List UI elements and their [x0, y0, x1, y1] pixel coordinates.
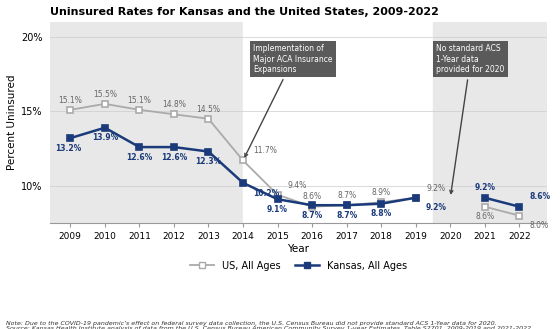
Text: 15.1%: 15.1% — [128, 96, 151, 105]
Text: 14.8%: 14.8% — [162, 100, 186, 109]
Text: 12.3%: 12.3% — [195, 157, 222, 166]
Text: Uninsured Rates for Kansas and the United States, 2009-2022: Uninsured Rates for Kansas and the Unite… — [49, 7, 438, 17]
Text: 9.2%: 9.2% — [474, 183, 495, 192]
Text: Implementation of
Major ACA Insurance
Expansions: Implementation of Major ACA Insurance Ex… — [245, 44, 333, 157]
Text: 8.0%: 8.0% — [530, 221, 549, 230]
Text: 9.4%: 9.4% — [288, 181, 307, 190]
Bar — [49, 22, 243, 223]
Text: 13.9%: 13.9% — [92, 133, 118, 142]
Text: 14.5%: 14.5% — [197, 105, 221, 114]
Text: 8.6%: 8.6% — [475, 212, 494, 221]
Text: 9.2%: 9.2% — [426, 184, 445, 192]
Y-axis label: Percent Uninsured: Percent Uninsured — [7, 75, 17, 170]
Text: 8.7%: 8.7% — [336, 211, 357, 220]
Legend: US, All Ages, Kansas, All Ages: US, All Ages, Kansas, All Ages — [185, 257, 411, 275]
Text: 8.8%: 8.8% — [371, 209, 392, 218]
Text: 8.9%: 8.9% — [372, 188, 391, 197]
Text: 12.6%: 12.6% — [126, 153, 152, 162]
Bar — [433, 22, 547, 223]
Text: 11.7%: 11.7% — [253, 146, 277, 155]
Text: 15.1%: 15.1% — [58, 96, 82, 105]
Bar — [243, 22, 433, 223]
X-axis label: Year: Year — [287, 244, 309, 254]
Text: 8.6%: 8.6% — [302, 192, 321, 201]
Text: 10.2%: 10.2% — [253, 189, 279, 197]
Text: 13.2%: 13.2% — [55, 144, 82, 153]
Text: 8.6%: 8.6% — [530, 192, 551, 201]
Text: Source: Kansas Health Institute analysis of data from the U.S. Census Bureau Ame: Source: Kansas Health Institute analysis… — [6, 326, 533, 329]
Text: 9.1%: 9.1% — [267, 205, 288, 214]
Text: No standard ACS
1-Year data
provided for 2020: No standard ACS 1-Year data provided for… — [436, 44, 505, 193]
Text: Note: Due to the COVID-19 pandemic’s effect on federal survey data collection, t: Note: Due to the COVID-19 pandemic’s eff… — [6, 321, 496, 326]
Text: 15.5%: 15.5% — [93, 89, 117, 99]
Text: 8.7%: 8.7% — [301, 211, 323, 220]
Text: 8.7%: 8.7% — [337, 191, 356, 200]
Text: 12.6%: 12.6% — [161, 153, 187, 162]
Text: 9.2%: 9.2% — [426, 203, 447, 213]
